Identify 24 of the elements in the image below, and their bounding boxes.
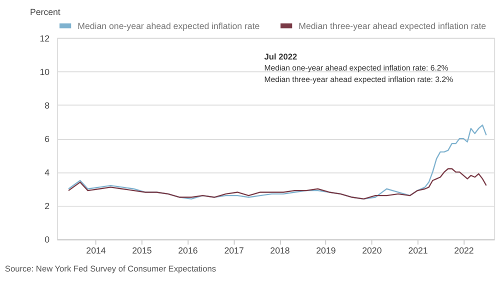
y-tick-label: 8: [44, 100, 50, 110]
x-tick-label: 2019: [316, 245, 336, 256]
y-axis-title: Percent: [30, 6, 61, 17]
legend-label: Median three-year ahead expected inflation rate: [298, 20, 486, 31]
x-tick-label: 2022: [454, 245, 474, 256]
annotation: Median three-year ahead expected inflation rate: 3.2%: [264, 75, 454, 84]
source-note: Source: New York Fed Survey of Consumer Expectations: [4, 264, 216, 274]
x-tick-label: 2015: [132, 245, 152, 256]
annotation: Jul 2022: [264, 51, 298, 62]
y-tick-label: 6: [44, 134, 50, 144]
x-tick-label: 2014: [86, 245, 106, 256]
y-tick-label: 0: [44, 234, 50, 245]
annotation: Median one-year ahead expected inflation rate: 6.2%: [264, 63, 448, 72]
y-tick-label: 12: [40, 33, 50, 44]
x-tick-label: 2016: [178, 245, 198, 256]
legend-label: Median one-year ahead expected inflation rate: [78, 20, 260, 31]
y-tick-label: 2: [44, 201, 50, 212]
line-series: [68, 168, 487, 200]
y-tick-label: 4: [44, 168, 50, 178]
x-tick-label: 2020: [362, 245, 382, 256]
x-tick-label: 2017: [224, 245, 244, 256]
y-tick-label: 10: [40, 66, 50, 77]
x-tick-label: 2021: [408, 245, 428, 256]
x-tick-label: 2018: [270, 245, 290, 256]
